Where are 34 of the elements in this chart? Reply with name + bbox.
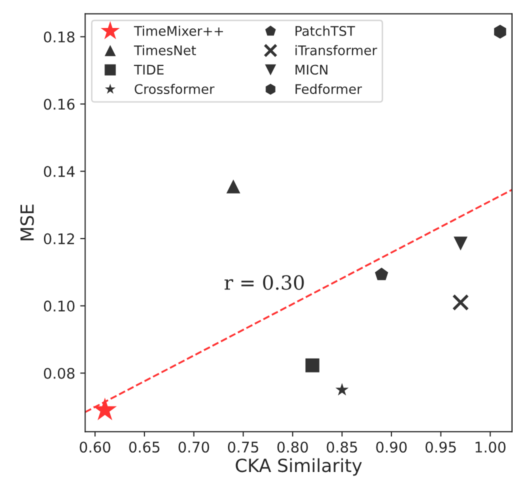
point [374, 268, 388, 280]
x-tick-label: 0.60 [80, 442, 110, 453]
legend-label: MICN [296, 64, 328, 75]
y-tick-label: 0.10 [44, 300, 74, 312]
legend-label: PatchTST [296, 26, 356, 36]
y-tick-label: 0.18 [44, 31, 74, 42]
point [494, 24, 506, 39]
point [305, 358, 320, 372]
x-tick-label: 1.00 [476, 442, 506, 453]
legend-label: Fedformer [296, 84, 362, 94]
x-tick-label: 0.90 [376, 442, 407, 453]
y-axis-title: MSE [20, 204, 34, 240]
legend-label: TIDE [134, 64, 164, 74]
point [93, 398, 117, 420]
legend-label: TimeMixer++ [134, 26, 223, 36]
point [454, 236, 468, 251]
x-axis-title: CKA Similarity [236, 458, 362, 476]
annotation: r = 0.30 [224, 275, 304, 290]
legend-label: TimesNet [134, 45, 196, 56]
legend-label: Crossformer [134, 84, 214, 94]
point [335, 382, 349, 396]
y-tick-label: 0.16 [44, 98, 75, 110]
x-tick-label: 0.85 [326, 442, 357, 453]
x-tick-label: 0.95 [426, 442, 456, 453]
y-tick-label: 0.08 [44, 368, 74, 379]
legend-label: iTransformer [296, 45, 378, 56]
x-tick-label: 0.70 [178, 442, 210, 453]
x-tick-label: 0.65 [129, 442, 160, 453]
x-tick-label: 0.75 [228, 442, 258, 453]
point [226, 179, 240, 194]
y-tick-label: 0.14 [44, 166, 75, 178]
y-tick-label: 0.12 [44, 233, 74, 244]
x-tick-label: 0.80 [277, 442, 308, 453]
point [452, 294, 469, 311]
